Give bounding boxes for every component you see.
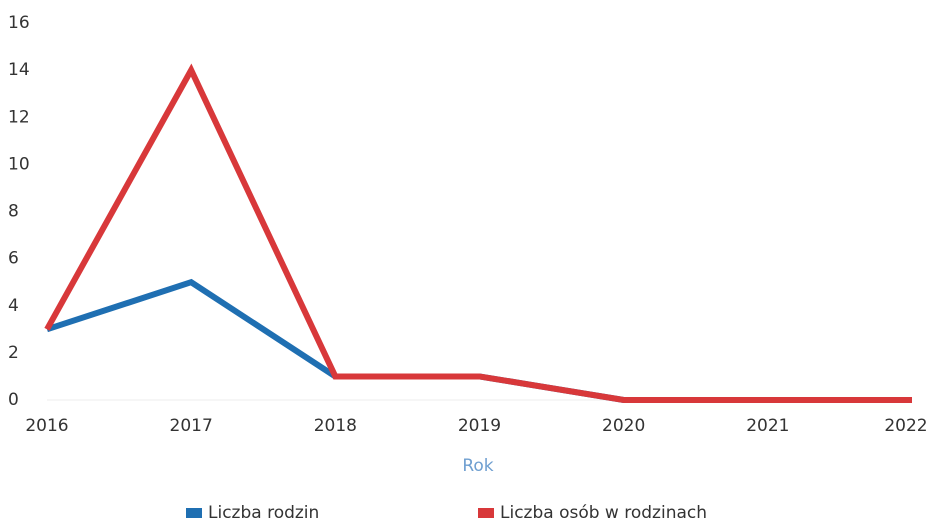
y-tick-label: 8	[8, 202, 19, 222]
legend-label: Liczba osób w rodzinach	[500, 503, 707, 522]
x-tick-label: 2019	[458, 416, 501, 436]
y-tick-label: 14	[8, 60, 30, 80]
x-tick-label: 2020	[602, 416, 645, 436]
x-tick-label: 2022	[884, 416, 927, 436]
x-tick-label: 2018	[314, 416, 357, 436]
x-tick-label: 2021	[746, 416, 789, 436]
legend-swatch	[478, 508, 494, 518]
y-tick-label: 10	[8, 154, 30, 174]
x-tick-label: 2017	[170, 416, 213, 436]
x-tick-label: 2016	[25, 416, 68, 436]
series-line	[46, 278, 912, 403]
y-tick-label: 4	[8, 296, 19, 316]
y-tick-label: 2	[8, 343, 19, 363]
y-tick-label: 16	[8, 13, 30, 33]
y-tick-label: 6	[8, 249, 19, 269]
x-axis-label: Rok	[462, 456, 493, 476]
legend-label: Liczba rodzin	[208, 503, 319, 522]
legend-swatch	[186, 508, 202, 518]
y-tick-label: 12	[8, 107, 30, 127]
series-line	[44, 63, 912, 403]
y-tick-label: 0	[8, 390, 19, 410]
